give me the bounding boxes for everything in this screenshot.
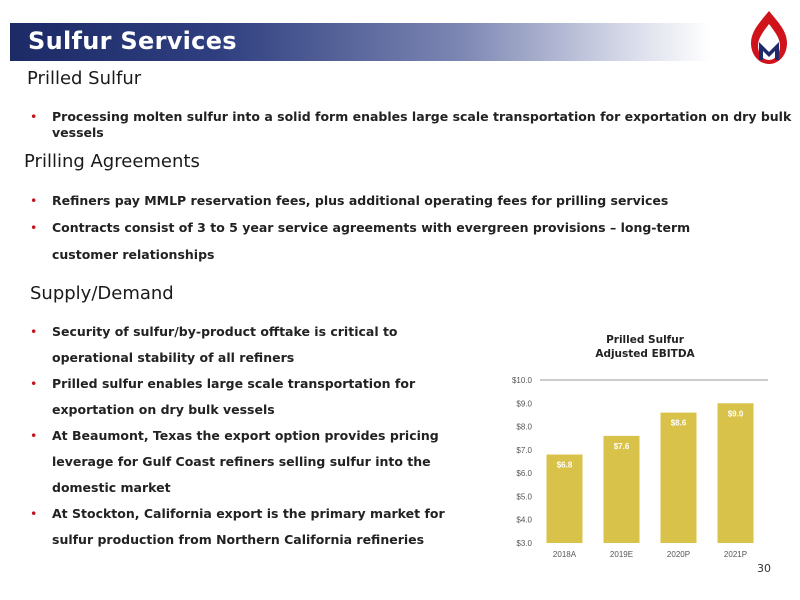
prilling-agreements-list: • Refiners pay MMLP reservation fees, plu…	[26, 187, 716, 268]
bullet-icon: •	[30, 324, 38, 339]
x-tick-label: 2018A	[553, 550, 577, 559]
page-number: 30	[757, 562, 771, 575]
x-tick-label: 2020P	[667, 550, 690, 559]
bullet-icon: •	[30, 376, 38, 391]
page-title: Sulfur Services	[28, 27, 237, 55]
list-item: • Security of sulfur/by-product offtake i…	[26, 319, 472, 371]
prilled-sulfur-list: • Processing molten sulfur into a solid f…	[26, 109, 796, 141]
flame-m-logo-icon	[751, 11, 787, 64]
bar-value-label: $6.8	[557, 461, 573, 470]
header-bar: Sulfur Services	[10, 23, 710, 61]
x-tick-label: 2019E	[610, 550, 633, 559]
supply-demand-list: • Security of sulfur/by-product offtake i…	[26, 319, 472, 553]
y-tick-label: $3.0	[516, 539, 532, 548]
bar-value-label: $8.6	[671, 419, 687, 428]
section-title-prilling-agreements: Prilling Agreements	[24, 151, 200, 172]
ebitda-bar-chart: $3.0 $4.0 $5.0 $6.0 $7.0 $8.0 $9.0 $10.0 $6.8 201…	[512, 376, 768, 559]
chart-title-line: Prilled Sulfur	[606, 334, 684, 346]
bar-value-label: $9.0	[728, 409, 744, 418]
bullet-icon: •	[30, 428, 38, 443]
list-item: • Prilled sulfur enables large scale tran…	[26, 371, 472, 423]
section-title-supply-demand: Supply/Demand	[30, 283, 174, 304]
chart-bar	[717, 403, 754, 543]
chart-title-line: Adjusted EBITDA	[595, 348, 695, 360]
y-tick-label: $4.0	[516, 516, 532, 525]
chart-bar	[546, 454, 583, 543]
y-tick-label: $7.0	[516, 446, 532, 455]
y-tick-label: $5.0	[516, 492, 532, 501]
bullet-icon: •	[30, 220, 38, 235]
chart-title: Prilled Sulfur Adjusted EBITDA	[560, 333, 730, 361]
y-tick-label: $10.0	[512, 376, 533, 385]
list-item: • Processing molten sulfur into a solid f…	[30, 109, 792, 140]
y-tick-label: $9.0	[516, 399, 532, 408]
y-tick-label: $8.0	[516, 423, 532, 432]
chart-bar	[660, 412, 697, 543]
list-item: • Refiners pay MMLP reservation fees, plu…	[26, 187, 716, 214]
section-title-prilled-sulfur: Prilled Sulfur	[27, 68, 142, 89]
list-item: • Contracts consist of 3 to 5 year servic…	[26, 214, 716, 268]
list-item: • At Beaumont, Texas the export option pr…	[26, 423, 472, 501]
chart-bar	[603, 435, 640, 543]
y-tick-label: $6.0	[516, 469, 532, 478]
bullet-icon: •	[30, 193, 38, 208]
bullet-icon: •	[30, 506, 38, 521]
bullet-icon: •	[30, 109, 38, 124]
x-tick-label: 2021P	[724, 550, 747, 559]
bar-value-label: $7.6	[614, 442, 630, 451]
list-item: • At Stockton, California export is the p…	[26, 501, 472, 553]
